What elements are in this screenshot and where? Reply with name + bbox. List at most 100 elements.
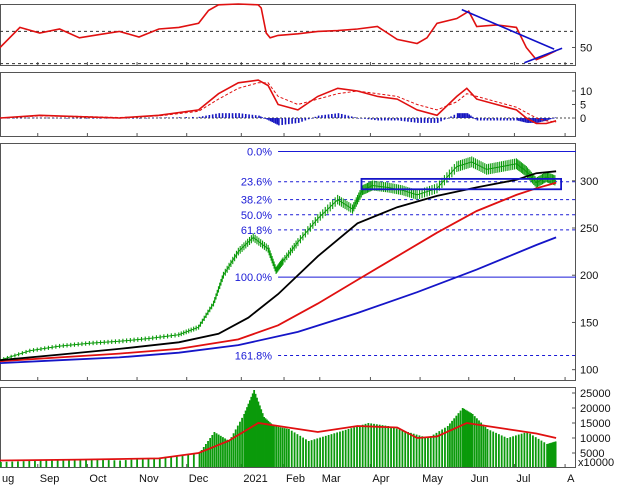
x-tick-label: A [567, 473, 575, 485]
macd-histogram-bar [430, 118, 432, 123]
macd-histogram-bar [456, 113, 459, 119]
volume-y-tick-label: 25000 [580, 388, 611, 400]
volume-bar [553, 441, 556, 467]
volume-bar [484, 426, 487, 467]
volume-bar [554, 441, 557, 467]
rsi-line [0, 3, 557, 61]
volume-bar [547, 443, 550, 467]
macd-histogram-bar [384, 118, 386, 121]
macd-histogram-bar [360, 118, 363, 119]
volume-bar [241, 417, 243, 467]
macd-histogram-bar [458, 113, 461, 119]
volume-bar [268, 422, 271, 467]
ma-red-line [0, 181, 557, 363]
volume-bar [446, 426, 449, 467]
volume-bar [266, 419, 268, 467]
macd-histogram-bar [534, 118, 537, 123]
volume-bar [299, 435, 302, 467]
volume-bar [136, 459, 138, 467]
macd-histogram-bar [483, 118, 485, 121]
macd-histogram-bar [519, 118, 522, 122]
fib-level-label: 61.8% [241, 225, 272, 237]
x-tick-label: Sep [40, 473, 60, 485]
volume-bar [415, 434, 418, 467]
volume-bar [322, 436, 324, 467]
volume-bar [192, 453, 195, 467]
volume-bar [341, 430, 344, 467]
volume-bar [395, 428, 398, 467]
macd-histogram-bar [297, 118, 300, 123]
x-tick-label: 2021 [243, 473, 267, 485]
macd-y-tick-label: 10 [580, 86, 592, 98]
macd-histogram-bar [367, 118, 370, 120]
volume-bar [244, 410, 247, 467]
macd-histogram-bar [473, 118, 475, 119]
macd-histogram-bar [269, 118, 272, 122]
macd-histogram-bar [552, 118, 555, 119]
macd-histogram-bar [301, 118, 303, 122]
macd-histogram-bar [364, 118, 366, 119]
macd-histogram-bar [334, 113, 336, 119]
volume-bar [79, 459, 82, 467]
volume-bar [130, 459, 133, 467]
volume-bar [202, 447, 205, 467]
macd-histogram-bar [72, 118, 75, 119]
macd-histogram-bar [274, 118, 277, 124]
volume-bar [495, 432, 497, 467]
macd-histogram-bar [266, 118, 269, 120]
macd-histogram-bar [393, 118, 396, 121]
volume-y-tick-label: 5000 [580, 448, 604, 460]
volume-bar [509, 437, 512, 467]
rsi-panel-frame [0, 4, 576, 66]
volume-y-tick-label: 10000 [580, 433, 611, 445]
volume-bar [358, 425, 361, 467]
volume-bar [327, 435, 330, 467]
macd-histogram-bar [468, 114, 471, 119]
price-y-tick-label: 250 [580, 223, 598, 235]
volume-bar [68, 459, 70, 467]
rsi-trendline [461, 8, 555, 50]
volume-y-tick-label: 15000 [580, 418, 611, 430]
volume-bar [181, 454, 184, 467]
volume-bar [453, 418, 456, 467]
macd-histogram-bar [423, 118, 426, 123]
macd-histogram-bar [264, 118, 267, 119]
macd-histogram-bar [139, 118, 141, 119]
macd-histogram-bar [374, 118, 376, 121]
volume-bar [207, 441, 209, 467]
macd-histogram-bar [225, 113, 227, 119]
volume-bar [230, 437, 233, 467]
macd-histogram-bar [291, 118, 293, 124]
volume-bar [62, 459, 65, 467]
macd-histogram-bar [26, 117, 29, 119]
volume-bar [492, 431, 495, 467]
macd-histogram-bar [536, 118, 538, 123]
volume-bar [339, 431, 341, 467]
volume-bar [96, 459, 99, 467]
volume-bar [512, 436, 514, 467]
macd-histogram-bar [46, 117, 48, 119]
volume-bar [404, 431, 407, 467]
volume-bar [466, 410, 468, 467]
volume-bar [390, 426, 392, 467]
macd-histogram-bar [427, 118, 429, 123]
macd-histogram-bar [493, 118, 495, 121]
volume-bar [213, 432, 216, 467]
x-tick-label: Jul [516, 473, 530, 485]
macd-histogram-bar [413, 118, 416, 123]
macd-histogram-bar [33, 117, 35, 119]
macd-histogram-bar [350, 116, 353, 119]
volume-bar [435, 432, 438, 467]
price-line [0, 161, 557, 361]
volume-bar [549, 443, 551, 467]
macd-histogram-bar [311, 118, 313, 119]
volume-bar [418, 435, 421, 467]
volume-bar [232, 433, 235, 467]
macd-histogram-bar [152, 117, 154, 119]
volume-bar [503, 436, 506, 467]
volume-bar [243, 414, 246, 467]
volume-bar [302, 437, 304, 467]
volume-bar [532, 435, 534, 467]
volume-bar [290, 430, 293, 467]
volume-bar [261, 413, 264, 467]
